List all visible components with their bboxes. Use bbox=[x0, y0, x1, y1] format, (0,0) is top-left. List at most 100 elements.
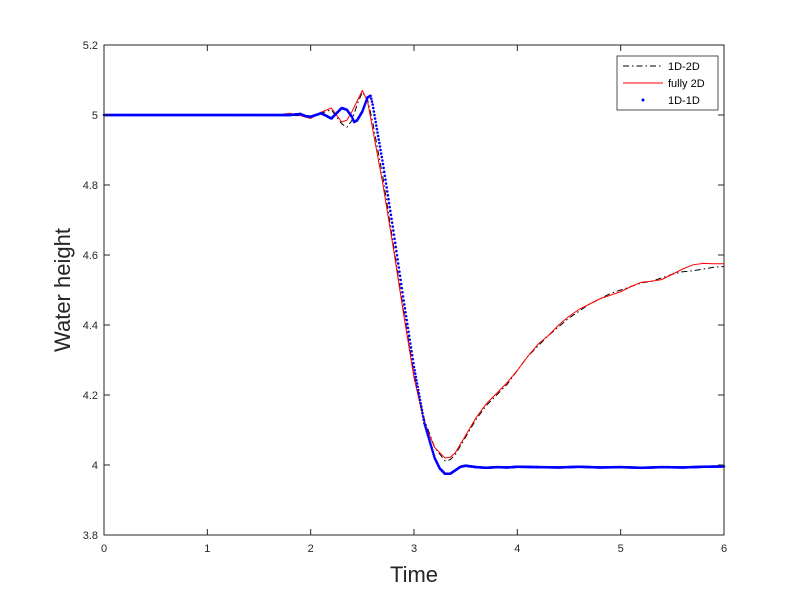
series-point bbox=[426, 431, 429, 435]
series-point bbox=[428, 440, 432, 443]
series-point bbox=[392, 229, 395, 232]
x-tick-label: 1 bbox=[204, 543, 210, 555]
series-point bbox=[432, 454, 436, 458]
series-point bbox=[419, 405, 423, 408]
series-point bbox=[373, 113, 376, 117]
x-tick-label: 3 bbox=[411, 543, 417, 555]
series-point bbox=[413, 372, 417, 375]
series-point bbox=[417, 392, 421, 395]
series-point bbox=[396, 258, 399, 261]
series-point bbox=[432, 452, 435, 456]
series-point bbox=[394, 245, 398, 249]
series-point bbox=[374, 120, 378, 124]
series-point bbox=[393, 237, 396, 241]
series-point bbox=[430, 446, 433, 450]
series-point bbox=[388, 205, 391, 209]
series-point bbox=[401, 290, 404, 294]
y-tick-label: 3.8 bbox=[83, 530, 98, 542]
x-axis-label: Time bbox=[390, 562, 438, 587]
series-point bbox=[389, 213, 393, 217]
series-point bbox=[430, 448, 434, 452]
series-point bbox=[405, 318, 409, 322]
x-axis-ticks: 0 1 2 3 4 5 6 bbox=[101, 45, 727, 555]
series-point bbox=[406, 326, 410, 330]
series-point bbox=[399, 282, 403, 286]
series-point bbox=[384, 178, 387, 181]
series-point bbox=[392, 233, 396, 236]
series-point bbox=[422, 418, 426, 422]
plot-area bbox=[104, 45, 724, 535]
series-point bbox=[384, 182, 388, 185]
series-point bbox=[383, 174, 387, 178]
series-point bbox=[409, 346, 413, 349]
series-point bbox=[390, 217, 393, 221]
series-point bbox=[382, 166, 385, 170]
y-tick-label: 5 bbox=[92, 110, 98, 122]
series-point bbox=[378, 145, 382, 148]
series-1d-1d bbox=[102, 94, 726, 476]
series-point bbox=[375, 127, 379, 131]
series-point bbox=[408, 338, 412, 341]
series-point bbox=[393, 241, 397, 245]
series-point bbox=[380, 155, 384, 159]
series-point bbox=[429, 444, 433, 447]
series-point bbox=[397, 266, 401, 269]
y-axis-ticks: 3.8 4 4.2 4.4 4.6 4.8 5 5.2 bbox=[83, 40, 724, 542]
series-point bbox=[377, 138, 381, 141]
series-point bbox=[375, 124, 378, 127]
series-point bbox=[410, 353, 414, 357]
series-point bbox=[382, 170, 386, 174]
legend-marker-1d1d bbox=[641, 98, 645, 102]
series-point bbox=[415, 382, 419, 385]
series-point bbox=[404, 314, 408, 318]
series-point bbox=[403, 307, 407, 310]
series-layer bbox=[102, 89, 726, 476]
series-point bbox=[395, 253, 399, 257]
series-point bbox=[385, 186, 388, 189]
series-point bbox=[371, 103, 374, 106]
series-point bbox=[386, 193, 390, 197]
y-tick-label: 5.2 bbox=[83, 40, 98, 52]
y-tick-label: 4.8 bbox=[83, 180, 98, 192]
series-point bbox=[427, 436, 430, 439]
series-point bbox=[424, 427, 428, 431]
series-point bbox=[400, 286, 404, 290]
series-point bbox=[412, 365, 416, 369]
series-point bbox=[401, 295, 405, 298]
series-point bbox=[381, 162, 385, 166]
series-point bbox=[404, 310, 407, 314]
x-tick-label: 6 bbox=[721, 543, 727, 555]
series-point bbox=[372, 110, 376, 113]
series-point bbox=[423, 421, 426, 425]
legend: 1D-2D fully 2D 1D-1D bbox=[616, 55, 719, 111]
series-point bbox=[409, 342, 412, 345]
legend-label-1d1d: 1D-1D bbox=[668, 95, 700, 107]
series-point bbox=[421, 415, 425, 418]
series-line-1d-2d bbox=[104, 91, 725, 462]
series-point bbox=[407, 334, 411, 338]
series-point bbox=[369, 94, 372, 98]
series-point bbox=[370, 100, 374, 103]
series-point bbox=[381, 159, 384, 162]
series-point bbox=[412, 361, 415, 365]
series-point bbox=[378, 141, 381, 145]
series-point bbox=[426, 434, 430, 437]
legend-label-1d2d: 1D-2D bbox=[668, 61, 700, 73]
series-point bbox=[390, 221, 394, 224]
x-tick-label: 2 bbox=[308, 543, 314, 555]
series-point bbox=[376, 131, 379, 134]
series-point bbox=[385, 190, 389, 193]
series-point bbox=[414, 375, 418, 379]
y-axis-label: Water height bbox=[50, 228, 75, 352]
y-tick-label: 4 bbox=[92, 460, 98, 472]
series-point bbox=[379, 148, 382, 152]
series-point bbox=[416, 388, 420, 392]
series-point bbox=[373, 117, 377, 120]
series-point bbox=[406, 322, 409, 326]
series-point bbox=[411, 357, 415, 361]
series-point bbox=[407, 330, 410, 334]
series-point bbox=[388, 209, 392, 213]
series-point bbox=[425, 429, 429, 433]
series-point bbox=[395, 249, 398, 253]
series-point bbox=[416, 385, 419, 389]
